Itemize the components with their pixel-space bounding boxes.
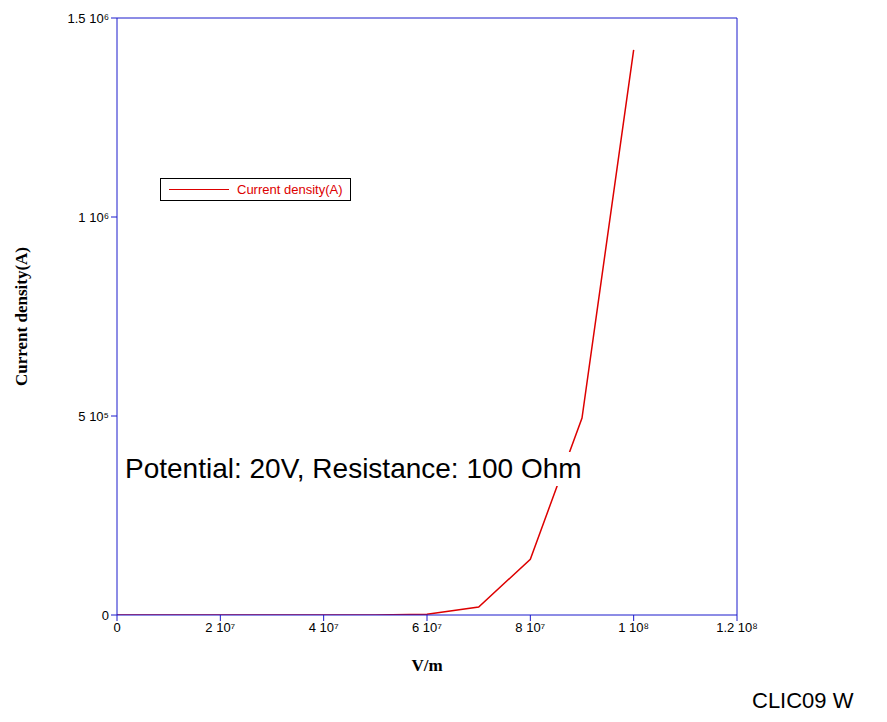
svg-text:0: 0 — [102, 608, 109, 623]
html-text:CLIC09 W: CLIC09 W — [752, 688, 854, 713]
svg-text:2 10⁷: 2 10⁷ — [205, 620, 235, 635]
svg-text:1.2 10⁸: 1.2 10⁸ — [716, 620, 758, 635]
svg-text:1.5 10⁶: 1.5 10⁶ — [68, 11, 110, 26]
html-text:Potential: 20V, Resistance: 10: Potential: 20V, Resistance: 100 Ohm — [125, 453, 582, 484]
svg-text:6 10⁷: 6 10⁷ — [412, 620, 442, 635]
svg-text:Current density(A): Current density(A) — [12, 247, 31, 386]
svg-text:1 10⁸: 1 10⁸ — [618, 620, 649, 635]
svg-text:1 10⁶: 1 10⁶ — [78, 210, 109, 225]
svg-text:0: 0 — [113, 620, 120, 635]
svg-text:4 10⁷: 4 10⁷ — [309, 620, 339, 635]
svg-text:5 10⁵: 5 10⁵ — [78, 409, 109, 424]
html-text:Current density(A): Current density(A) — [237, 182, 343, 197]
svg-text:8 10⁷: 8 10⁷ — [515, 620, 545, 635]
svg-text:V/m: V/m — [411, 656, 442, 675]
